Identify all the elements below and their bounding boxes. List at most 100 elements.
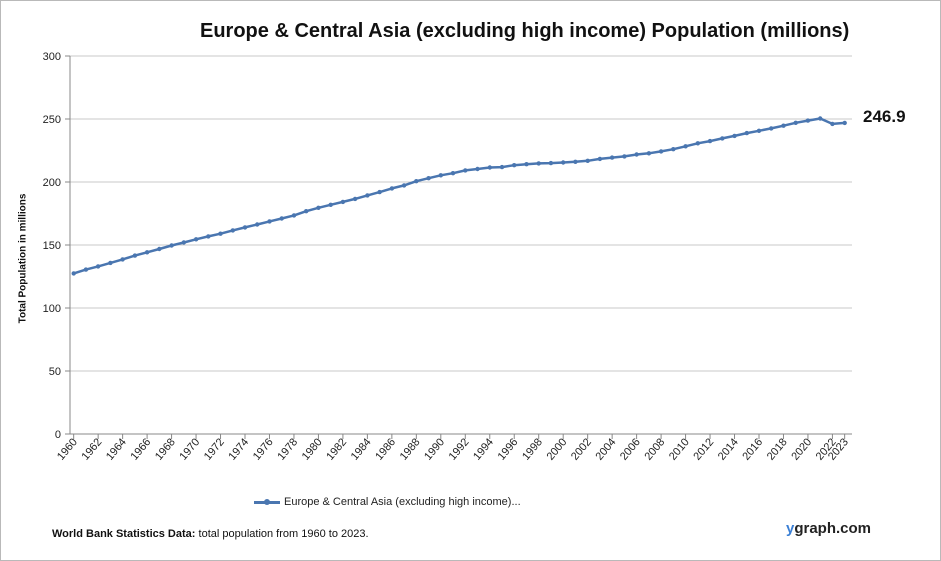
- data-point: [463, 168, 468, 173]
- data-point: [842, 120, 847, 126]
- data-point: [438, 173, 443, 178]
- data-point: [71, 271, 76, 276]
- data-point: [95, 264, 101, 269]
- x-tick-label: 1976: [251, 436, 276, 462]
- y-tick-label: 200: [43, 177, 61, 189]
- data-point: [340, 199, 346, 205]
- x-tick-label: 1992: [447, 436, 472, 462]
- x-tick-label: 1984: [349, 436, 374, 462]
- series-line-path: [73, 117, 845, 275]
- x-tick-label: 1966: [128, 436, 153, 462]
- data-point: [304, 209, 309, 214]
- x-tick-label: 2002: [569, 436, 594, 462]
- y-tick-label: 150: [43, 240, 61, 252]
- x-tick-label: 1982: [324, 436, 349, 462]
- data-point: [218, 231, 223, 236]
- data-point: [548, 160, 554, 166]
- data-point: [426, 176, 431, 181]
- legend-swatch: [254, 496, 280, 508]
- data-point: [536, 161, 541, 166]
- data-point: [646, 151, 652, 156]
- data-point: [401, 183, 407, 188]
- data-point: [720, 136, 725, 141]
- data-point: [671, 147, 676, 152]
- x-tick-label: 1968: [153, 436, 178, 462]
- data-point: [144, 250, 150, 255]
- data-point: [695, 141, 700, 146]
- brand-rest: graph.com: [794, 520, 872, 537]
- data-point: [744, 130, 749, 136]
- y-tick-label: 50: [49, 366, 61, 378]
- data-point: [609, 155, 615, 160]
- x-tick-label: 1978: [275, 436, 300, 462]
- x-tick-label: 1970: [177, 436, 202, 462]
- brand-y: y: [786, 520, 795, 537]
- data-point: [291, 213, 297, 218]
- y-tick-labels: 0 50 100 150 200 250 300: [43, 51, 61, 441]
- x-tick-label: 1962: [80, 436, 105, 462]
- data-point: [475, 166, 480, 172]
- data-point: [487, 165, 492, 170]
- data-point: [830, 121, 835, 127]
- source-label: World Bank Statistics Data:: [52, 528, 196, 540]
- data-point: [181, 240, 186, 245]
- data-point: [707, 138, 713, 144]
- data-point: [658, 149, 664, 154]
- x-tick-label: 1964: [104, 436, 129, 462]
- data-point: [634, 152, 639, 157]
- x-tick-label: 2016: [740, 436, 765, 462]
- data-point: [499, 164, 505, 170]
- x-tick-label: 2008: [642, 436, 667, 462]
- source-note: World Bank Statistics Data: total popula…: [52, 528, 369, 540]
- data-point: [377, 189, 382, 195]
- data-point: [756, 128, 762, 133]
- x-tick-label: 1998: [520, 436, 545, 462]
- chart-title: Europe & Central Asia (excluding high in…: [200, 20, 850, 42]
- gridlines: [70, 55, 852, 372]
- x-tick-label: 1974: [226, 436, 251, 462]
- data-point: [818, 116, 823, 121]
- data-point: [414, 179, 419, 184]
- data-point: [683, 144, 688, 149]
- data-point: [316, 205, 321, 210]
- data-point: [352, 196, 358, 202]
- data-point: [193, 237, 199, 242]
- legend-entry-label: Europe & Central Asia (excluding high in…: [284, 496, 521, 508]
- x-tick-label: 2004: [594, 436, 619, 462]
- y-tick-label: 0: [55, 429, 61, 441]
- x-tick-label: 2000: [545, 436, 570, 462]
- series-points: [71, 116, 847, 276]
- data-point: [157, 246, 162, 252]
- data-point: [267, 219, 272, 224]
- data-point: [597, 156, 603, 162]
- data-point: [365, 193, 370, 198]
- data-point: [83, 267, 89, 272]
- y-tick-label: 250: [43, 114, 61, 126]
- brand-logo: ygraph.com: [786, 520, 871, 537]
- data-point: [279, 216, 284, 221]
- data-point: [793, 120, 798, 126]
- x-tick-label: 2006: [618, 436, 643, 462]
- x-tick-label: 2010: [667, 436, 692, 462]
- x-tick-label: 2014: [716, 436, 741, 462]
- data-point: [230, 228, 235, 233]
- x-tick-label: 1988: [398, 436, 423, 462]
- data-point: [585, 158, 590, 163]
- data-point: [805, 118, 811, 123]
- legend: Europe & Central Asia (excluding high in…: [254, 496, 521, 508]
- data-point: [169, 243, 174, 248]
- x-tick-label: 2012: [691, 436, 716, 462]
- data-point: [328, 202, 333, 207]
- data-point: [108, 260, 113, 266]
- data-point: [732, 133, 737, 139]
- data-point: [206, 234, 211, 239]
- y-tick-label: 100: [43, 303, 61, 315]
- x-tick-label: 1980: [300, 436, 325, 462]
- data-point: [524, 162, 529, 167]
- x-tick-label: 1990: [422, 436, 447, 462]
- x-tick-label: 1986: [373, 436, 398, 462]
- data-point: [389, 186, 395, 191]
- x-tick-label: 1972: [202, 436, 227, 462]
- x-tick-label: 2020: [789, 436, 814, 462]
